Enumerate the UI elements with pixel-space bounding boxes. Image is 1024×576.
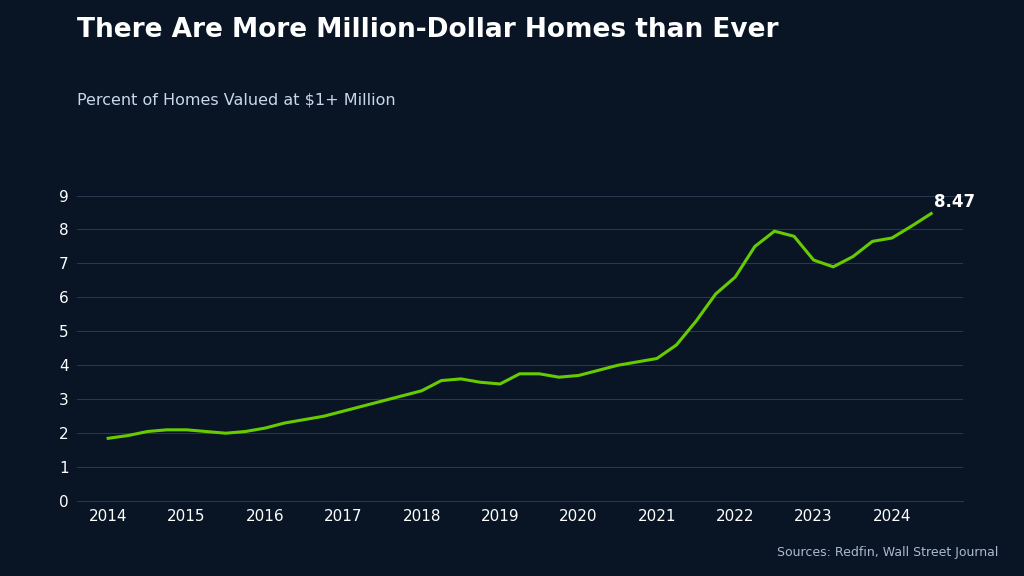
Text: 8.47: 8.47 xyxy=(934,193,976,211)
Text: Sources: Redfin, Wall Street Journal: Sources: Redfin, Wall Street Journal xyxy=(777,547,998,559)
Text: There Are More Million-Dollar Homes than Ever: There Are More Million-Dollar Homes than… xyxy=(77,17,778,43)
Text: Percent of Homes Valued at $1+ Million: Percent of Homes Valued at $1+ Million xyxy=(77,92,395,107)
